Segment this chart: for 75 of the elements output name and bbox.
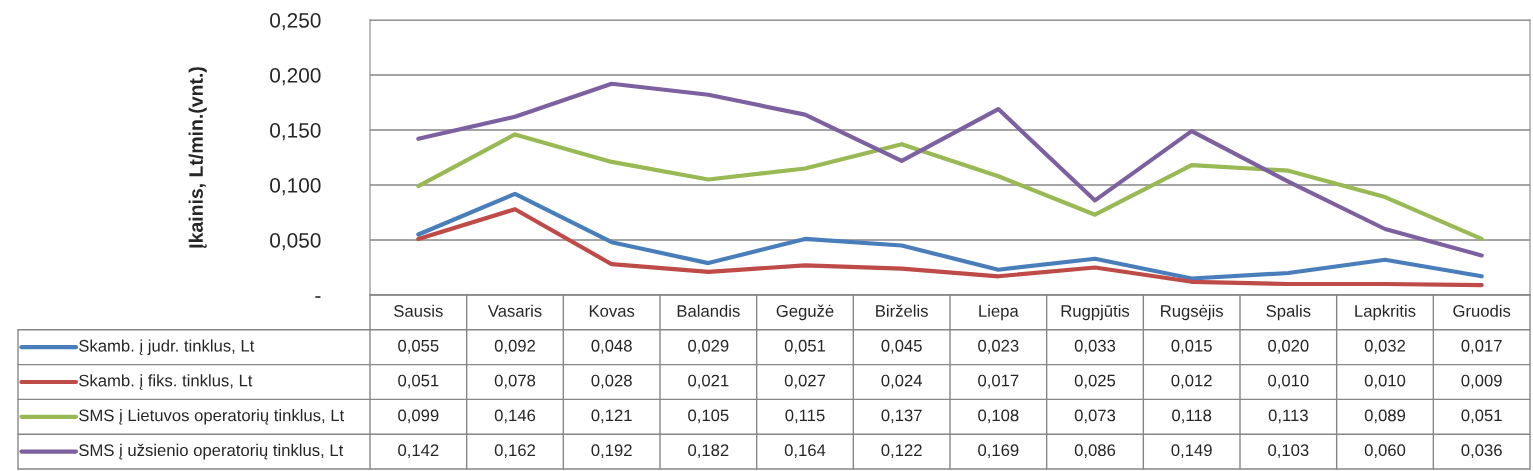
data-label: 0,009 xyxy=(1461,374,1502,389)
data-label: 0,045 xyxy=(881,339,922,354)
y-tick-label: 0,250 xyxy=(270,13,321,31)
data-label: 0,012 xyxy=(1171,374,1212,389)
data-label: 0,162 xyxy=(494,444,536,459)
legend-label: Skamb. į fiks. tinklus, Lt xyxy=(79,374,253,390)
data-label: 0,092 xyxy=(494,339,536,354)
data-label: 0,137 xyxy=(881,409,922,424)
data-label: 0,028 xyxy=(591,374,632,389)
data-label: 0,146 xyxy=(494,409,536,424)
x-tick-label: Gruodis xyxy=(1453,304,1511,317)
data-label: 0,027 xyxy=(784,374,826,389)
data-label: 0,103 xyxy=(1268,444,1309,459)
data-label: 0,023 xyxy=(978,339,1019,354)
data-label: 0,105 xyxy=(688,409,729,424)
data-label: 0,029 xyxy=(688,339,729,354)
data-label: 0,036 xyxy=(1461,444,1502,459)
x-tick-label: Balandis xyxy=(677,304,740,317)
data-label: 0,164 xyxy=(784,444,826,459)
data-label: 0,032 xyxy=(1364,339,1406,354)
data-label: 0,055 xyxy=(398,339,439,354)
legend-label: SMS į užsienio operatorių tinklus, Lt xyxy=(79,443,344,460)
line-series xyxy=(416,191,1484,281)
data-label: 0,017 xyxy=(1461,339,1502,354)
y-tick-label: 0,150 xyxy=(270,123,321,141)
x-tick-label: Vasaris xyxy=(487,304,542,317)
x-tick-label: Birželis xyxy=(876,304,928,317)
legend-label: Skamb. į judr. tinklus, Lt xyxy=(79,339,255,355)
data-label: 0,149 xyxy=(1171,444,1212,459)
data-label: 0,051 xyxy=(784,339,826,354)
data-label: 0,099 xyxy=(398,409,439,424)
x-tick-label: Sausis xyxy=(394,304,443,317)
x-tick-label: Kovas xyxy=(589,305,635,317)
data-label: 0,182 xyxy=(688,444,729,459)
data-label: 0,086 xyxy=(1074,444,1116,459)
data-label: 0,033 xyxy=(1074,339,1116,354)
data-label: 0,025 xyxy=(1074,374,1116,389)
y-axis-title: Įkainis, Lt/min.(vnt.) xyxy=(188,67,207,248)
data-label: 0,048 xyxy=(591,339,632,354)
line-series xyxy=(416,132,1484,241)
data-label: 0,192 xyxy=(591,444,632,459)
data-label: 0,020 xyxy=(1268,339,1309,354)
line-series xyxy=(416,81,1484,258)
data-label: 0,142 xyxy=(398,444,439,459)
data-label: 0,089 xyxy=(1364,409,1406,424)
data-label: 0,121 xyxy=(591,409,632,424)
data-label: 0,051 xyxy=(398,374,439,389)
data-label: 0,073 xyxy=(1074,409,1116,424)
line-series xyxy=(416,207,1484,288)
data-label: 0,113 xyxy=(1268,409,1308,424)
data-label: 0,115 xyxy=(785,409,825,424)
data-label: 0,024 xyxy=(881,374,923,389)
x-tick-label: Lapkritis xyxy=(1355,304,1416,321)
x-tick-label: Gegužė xyxy=(776,304,834,321)
data-label: 0,118 xyxy=(1172,409,1212,424)
data-label: 0,010 xyxy=(1268,374,1309,389)
data-label: 0,060 xyxy=(1364,444,1406,459)
y-tick-label: 0,200 xyxy=(270,68,321,86)
data-label: 0,122 xyxy=(881,444,922,459)
x-tick-label: Liepa xyxy=(979,304,1019,321)
y-tick-label: - xyxy=(315,296,321,298)
data-label: 0,078 xyxy=(494,374,536,389)
data-label: 0,051 xyxy=(1461,409,1502,424)
data-label: 0,015 xyxy=(1171,339,1212,354)
data-label: 0,108 xyxy=(978,409,1019,424)
data-label: 0,021 xyxy=(688,374,729,389)
y-tick-label: 0,100 xyxy=(270,178,321,196)
x-tick-label: Rugpjūtis xyxy=(1061,304,1130,321)
x-tick-label: Spalis xyxy=(1266,304,1311,321)
legend-label: SMS į Lietuvos operatorių tinklus, Lt xyxy=(79,409,345,425)
data-label: 0,017 xyxy=(978,374,1019,389)
data-label: 0,169 xyxy=(978,444,1019,459)
x-tick-label: Rugsėjis xyxy=(1161,304,1224,321)
y-tick-label: 0,050 xyxy=(270,233,321,251)
data-label: 0,010 xyxy=(1364,374,1406,389)
